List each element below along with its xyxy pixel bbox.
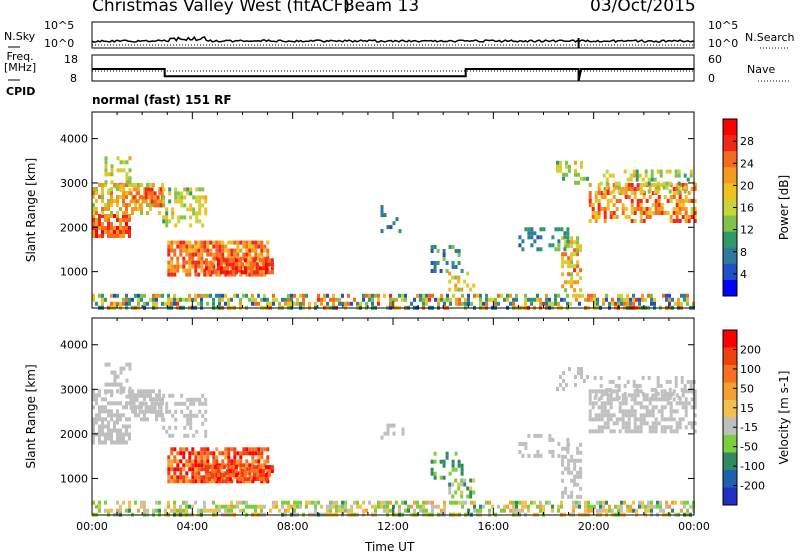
nsky-label: N.Sky [4,30,36,43]
nsky-tick-high: 10^5 [44,19,75,32]
colorbar-1-segment-0 [723,330,737,348]
colorbar-1-frame [722,329,738,506]
freq-label-line2: [MHz] [4,61,37,74]
colorbar-1-segment-4 [723,400,737,418]
x-tick-label-5: 20:00 [578,520,610,533]
nave-label: Nave [747,63,776,76]
colorbar-1-tick-label-0: 200 [740,343,761,356]
x-tick-label-3: 12:00 [377,520,409,533]
panel-1-ytick-label-1: 3000 [60,383,88,396]
panel-0-ytick-label-0: 4000 [60,133,88,146]
nave-tick-high: 60 [708,53,722,66]
colorbar-1-segment-5 [723,417,737,436]
panel-0-cells [92,156,697,310]
panel-0-ytick-label-2: 2000 [60,221,88,234]
panel-1-ytick-label-2: 2000 [60,428,88,441]
colorbar-0-segment-10 [723,279,737,297]
colorbar-1-segment-2 [723,365,737,383]
colorbar-1-segment-6 [723,435,737,453]
x-tick-label-0: 00:00 [76,520,108,533]
nsearch-label: N.Search [745,31,795,44]
colorbar-1-segment-8 [723,470,737,488]
cpid-text: normal (fast) 151 RF [92,93,232,107]
freq-tick-low: 8 [70,72,77,85]
nsky-strip-frame [91,21,695,49]
nsky-tick-low: 10^0 [44,37,75,50]
colorbar-1-title: Velocity [m s-1] [777,371,791,465]
colorbar-1-tick-label-6: -100 [740,460,765,473]
colorbar-0-segment-3 [723,167,737,184]
colorbar-0-segment-9 [723,263,737,281]
nsearch-tick-high: 10^5 [708,19,739,32]
x-axis-title: Time UT [365,540,415,554]
x-tick-label-4: 16:00 [477,520,509,533]
x-tick-label-2: 08:00 [277,520,309,533]
freq-label: Freq. [MHz] [4,51,36,73]
colorbar-1-tick-label-3: 15 [740,402,754,415]
colorbar-1-tick-label-5: -50 [740,441,758,454]
colorbar-0-segment-7 [723,231,737,249]
colorbar-0-tick-label-5: 8 [740,246,747,259]
freq-label-line1: Freq. [6,50,34,63]
colorbar-0-title: Power [dB] [777,175,791,240]
colorbar-0-tick-label-6: 4 [740,268,747,281]
colorbar-1-segment-7 [723,452,737,471]
colorbar-1-segment-3 [723,382,737,401]
nave-tick-low: 0 [708,72,715,85]
colorbar-0-segment-0 [723,119,737,136]
colorbar-0-segment-6 [723,215,737,233]
beam-label: Beam 13 [343,0,420,16]
plot-title: Christmas Valley West (fitACF) [92,0,351,16]
x-tick-label-6: 00:00 [678,520,710,533]
panel-0-ylabel: Slant Range [km] [24,158,38,262]
colorbar-1-tick-label-4: -15 [740,421,758,434]
panel-1-ylabel: Slant Range [km] [24,364,38,468]
date-label: 03/Oct/2015 [590,0,696,16]
x-tick-label-1: 04:00 [176,520,208,533]
colorbar-0-tick-label-0: 28 [740,135,754,148]
panel-1-ytick-label-3: 1000 [60,472,88,485]
colorbar-0-tick-label-1: 24 [740,157,754,170]
cpid-label: CPID [6,85,36,98]
colorbar-1-segment-1 [723,347,737,366]
colorbar-1-tick-label-2: 50 [740,382,754,395]
colorbar-0-tick-label-2: 20 [740,179,754,192]
panel-1-cells [92,362,697,517]
colorbar-0-segment-5 [723,199,737,217]
colorbar-1-tick-label-1: 100 [740,363,761,376]
colorbar-1-segment-9 [723,487,737,506]
colorbar-1-tick-label-7: -200 [740,480,765,493]
panel-0-ytick-label-1: 3000 [60,177,88,190]
freq-tick-high: 18 [64,53,78,66]
panel-0-ytick-label-3: 1000 [60,266,88,279]
nsearch-tick-low: 10^0 [708,37,739,50]
colorbar-0-segment-1 [723,135,737,152]
colorbar-0-segment-2 [723,151,737,168]
colorbar-0-segment-4 [723,183,737,200]
colorbar-0-tick-label-4: 12 [740,224,754,237]
colorbar-0-tick-label-3: 16 [740,202,754,215]
nsky-series [91,35,695,43]
colorbar-0-segment-8 [723,247,737,265]
panel-1-ytick-label-0: 4000 [60,339,88,352]
